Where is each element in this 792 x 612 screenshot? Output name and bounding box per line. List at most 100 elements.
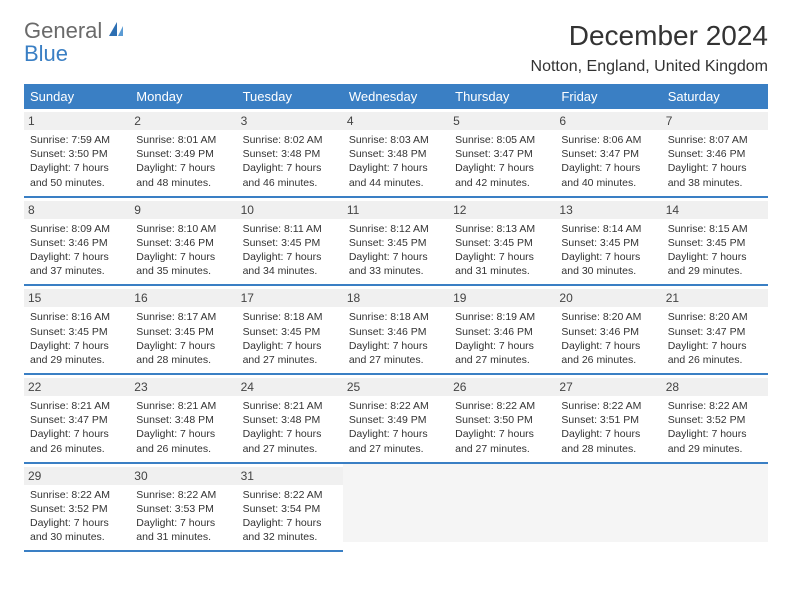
day-line: Sunrise: 8:11 AM	[243, 222, 337, 236]
day-line: Sunset: 3:45 PM	[243, 236, 337, 250]
day-line: Sunrise: 7:59 AM	[30, 133, 124, 147]
day-line: and 26 minutes.	[30, 442, 124, 456]
day-number: 2	[130, 112, 236, 130]
weekday-header-row: Sunday Monday Tuesday Wednesday Thursday…	[24, 84, 768, 109]
day-line: Daylight: 7 hours	[243, 427, 337, 441]
day-line: and 48 minutes.	[136, 176, 230, 190]
logo: General Blue	[24, 20, 125, 65]
calendar-cell: 23Sunrise: 8:21 AMSunset: 3:48 PMDayligh…	[130, 375, 236, 464]
day-line: Sunset: 3:45 PM	[668, 236, 762, 250]
day-number: 19	[449, 289, 555, 307]
day-detail: Sunrise: 8:01 AMSunset: 3:49 PMDaylight:…	[136, 133, 230, 190]
day-number: 25	[343, 378, 449, 396]
day-line: Sunrise: 8:18 AM	[243, 310, 337, 324]
logo-text-general: General	[24, 18, 102, 43]
day-detail: Sunrise: 8:14 AMSunset: 3:45 PMDaylight:…	[561, 222, 655, 279]
day-line: Sunrise: 8:18 AM	[349, 310, 443, 324]
day-line: and 26 minutes.	[136, 442, 230, 456]
calendar-cell: 30 Sunrise: 8:22 AMSunset: 3:53 PMDayligh…	[130, 464, 236, 553]
day-number: 28	[662, 378, 768, 396]
day-line: and 26 minutes.	[561, 353, 655, 367]
day-detail: Sunrise: 8:06 AMSunset: 3:47 PMDaylight:…	[561, 133, 655, 190]
day-line: Sunset: 3:49 PM	[136, 147, 230, 161]
day-line: and 33 minutes.	[349, 264, 443, 278]
calendar-cell: 21Sunrise: 8:20 AMSunset: 3:47 PMDayligh…	[662, 286, 768, 375]
day-line: Sunrise: 8:22 AM	[561, 399, 655, 413]
day-number: 8	[24, 201, 130, 219]
day-detail: Sunrise: 8:11 AMSunset: 3:45 PMDaylight:…	[243, 222, 337, 279]
day-line: Sunrise: 8:17 AM	[136, 310, 230, 324]
day-line: Daylight: 7 hours	[455, 250, 549, 264]
day-line: Daylight: 7 hours	[349, 250, 443, 264]
day-detail: Sunrise: 8:16 AMSunset: 3:45 PMDaylight:…	[30, 310, 124, 367]
day-number: 6	[555, 112, 661, 130]
day-number: 22	[24, 378, 130, 396]
day-line: Sunset: 3:47 PM	[668, 325, 762, 339]
day-detail: Sunrise: 8:18 AMSunset: 3:45 PMDaylight:…	[243, 310, 337, 367]
calendar-cell: 3Sunrise: 8:02 AMSunset: 3:48 PMDaylight…	[237, 109, 343, 198]
day-line: Daylight: 7 hours	[243, 250, 337, 264]
day-line: Sunrise: 8:21 AM	[30, 399, 124, 413]
day-detail: Sunrise: 8:03 AMSunset: 3:48 PMDaylight:…	[349, 133, 443, 190]
day-line: Sunset: 3:45 PM	[136, 325, 230, 339]
weekday-header: Thursday	[449, 84, 555, 109]
calendar-cell: 8Sunrise: 8:09 AMSunset: 3:46 PMDaylight…	[24, 198, 130, 287]
day-number: 27	[555, 378, 661, 396]
day-detail: Sunrise: 8:15 AMSunset: 3:45 PMDaylight:…	[668, 222, 762, 279]
day-number: 24	[237, 378, 343, 396]
day-line: and 29 minutes.	[668, 442, 762, 456]
day-line: Sunrise: 8:22 AM	[136, 488, 230, 502]
day-line: Sunrise: 8:22 AM	[455, 399, 549, 413]
calendar-cell: 5Sunrise: 8:05 AMSunset: 3:47 PMDaylight…	[449, 109, 555, 198]
day-detail: Sunrise: 8:22 AMSunset: 3:49 PMDaylight:…	[349, 399, 443, 456]
day-line: and 37 minutes.	[30, 264, 124, 278]
day-detail: Sunrise: 8:22 AMSunset: 3:53 PMDaylight:…	[136, 488, 230, 545]
day-line: Sunrise: 8:05 AM	[455, 133, 549, 147]
weekday-header: Monday	[130, 84, 236, 109]
day-line: Sunset: 3:51 PM	[561, 413, 655, 427]
calendar-cell	[555, 464, 661, 553]
day-line: and 34 minutes.	[243, 264, 337, 278]
day-detail: Sunrise: 8:19 AMSunset: 3:46 PMDaylight:…	[455, 310, 549, 367]
title-block: December 2024 Notton, England, United Ki…	[531, 20, 768, 76]
day-number: 10	[237, 201, 343, 219]
calendar-cell: 6 Sunrise: 8:06 AMSunset: 3:47 PMDaylight…	[555, 109, 661, 198]
calendar-cell: 7 Sunrise: 8:07 AMSunset: 3:46 PMDaylight…	[662, 109, 768, 198]
calendar-cell	[662, 464, 768, 553]
calendar-cell: 27 Sunrise: 8:22 AMSunset: 3:51 PMDayligh…	[555, 375, 661, 464]
day-line: Daylight: 7 hours	[668, 250, 762, 264]
day-detail: Sunrise: 8:05 AMSunset: 3:47 PMDaylight:…	[455, 133, 549, 190]
day-detail: Sunrise: 8:22 AMSunset: 3:52 PMDaylight:…	[668, 399, 762, 456]
day-detail: Sunrise: 8:10 AMSunset: 3:46 PMDaylight:…	[136, 222, 230, 279]
day-number: 16	[130, 289, 236, 307]
day-line: Sunset: 3:52 PM	[30, 502, 124, 516]
weekday-header: Wednesday	[343, 84, 449, 109]
day-line: Sunrise: 8:19 AM	[455, 310, 549, 324]
day-detail: Sunrise: 8:20 AMSunset: 3:46 PMDaylight:…	[561, 310, 655, 367]
day-number: 11	[343, 201, 449, 219]
calendar-cell: 15Sunrise: 8:16 AMSunset: 3:45 PMDayligh…	[24, 286, 130, 375]
calendar-cell: 20 Sunrise: 8:20 AMSunset: 3:46 PMDayligh…	[555, 286, 661, 375]
day-number: 7	[662, 112, 768, 130]
day-detail: Sunrise: 8:22 AMSunset: 3:54 PMDaylight:…	[243, 488, 337, 545]
day-detail: Sunrise: 8:21 AMSunset: 3:48 PMDaylight:…	[243, 399, 337, 456]
day-detail: Sunrise: 8:07 AMSunset: 3:46 PMDaylight:…	[668, 133, 762, 190]
calendar-cell: 14Sunrise: 8:15 AMSunset: 3:45 PMDayligh…	[662, 198, 768, 287]
day-line: Daylight: 7 hours	[668, 161, 762, 175]
day-number: 30	[130, 467, 236, 485]
weekday-header: Sunday	[24, 84, 130, 109]
calendar-cell: 17Sunrise: 8:18 AMSunset: 3:45 PMDayligh…	[237, 286, 343, 375]
day-line: Daylight: 7 hours	[136, 339, 230, 353]
weekday-header: Saturday	[662, 84, 768, 109]
day-line: Daylight: 7 hours	[30, 339, 124, 353]
day-number: 20	[555, 289, 661, 307]
day-line: Daylight: 7 hours	[668, 427, 762, 441]
calendar-cell: 29Sunrise: 8:22 AMSunset: 3:52 PMDayligh…	[24, 464, 130, 553]
day-line: and 27 minutes.	[455, 442, 549, 456]
day-line: Daylight: 7 hours	[30, 427, 124, 441]
calendar-table: Sunday Monday Tuesday Wednesday Thursday…	[24, 84, 768, 552]
day-line: Sunset: 3:48 PM	[136, 413, 230, 427]
day-detail: Sunrise: 8:22 AMSunset: 3:51 PMDaylight:…	[561, 399, 655, 456]
day-line: and 28 minutes.	[561, 442, 655, 456]
day-line: Daylight: 7 hours	[136, 161, 230, 175]
